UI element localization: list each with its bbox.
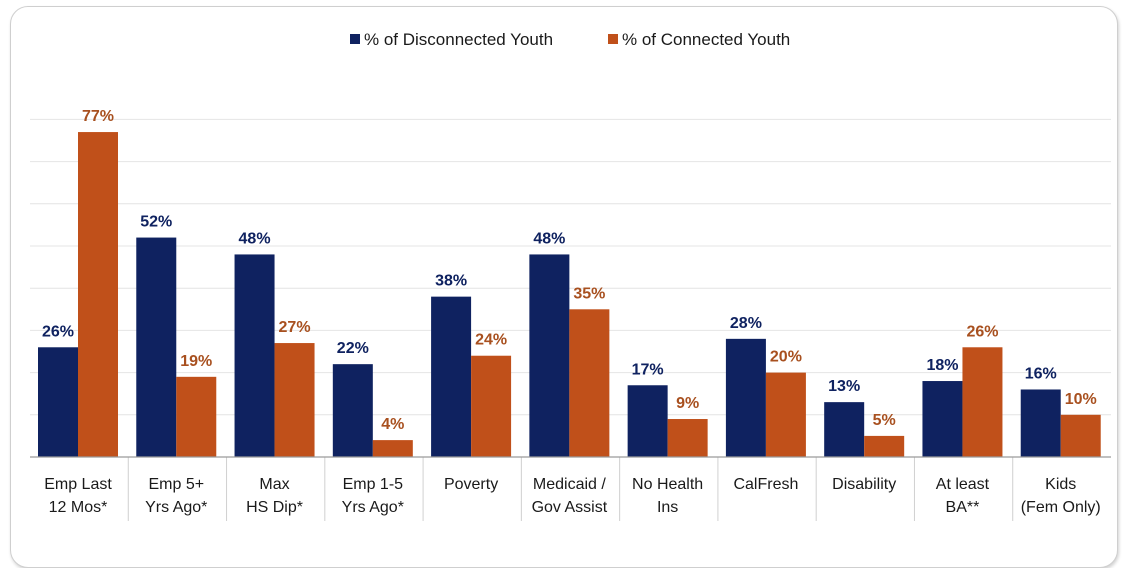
category-label: Emp 1-5 (343, 476, 404, 493)
bar (176, 376, 217, 457)
bar (765, 372, 806, 457)
data-label: 48% (533, 230, 565, 247)
data-label: 77% (82, 108, 114, 125)
legend-swatch (350, 34, 360, 44)
bar (1020, 389, 1061, 457)
category-label: No Health (632, 476, 703, 493)
category-label: BA** (946, 499, 980, 516)
legend-label: % of Disconnected Youth (364, 30, 553, 49)
bar (431, 296, 472, 457)
data-label: 38% (435, 273, 467, 290)
bar (332, 364, 373, 457)
data-label: 26% (42, 323, 74, 340)
data-label: 17% (632, 361, 664, 378)
category-label: 12 Mos* (49, 499, 108, 516)
bar (824, 402, 865, 457)
data-label: 28% (730, 315, 762, 332)
bar (1060, 414, 1101, 457)
data-label: 27% (279, 319, 311, 336)
category-label: Disability (832, 476, 896, 493)
bar (569, 309, 610, 457)
category-label: Kids (1045, 476, 1076, 493)
bar (864, 435, 905, 457)
data-label: 26% (966, 323, 998, 340)
bar (627, 385, 668, 457)
bar-chart: 26% 77% 52% 19% 48% 27% 22% 4% 38% 24% 48% 35% 17% 9%… (30, 30, 1111, 521)
data-label: 20% (770, 349, 802, 366)
data-label: 22% (337, 340, 369, 357)
bar (78, 132, 118, 457)
data-label: 9% (676, 395, 699, 412)
data-label: 52% (140, 214, 172, 231)
bar (274, 343, 315, 457)
category-label: Medicaid / (533, 476, 606, 493)
category-label: Poverty (444, 476, 498, 493)
data-label: 10% (1065, 391, 1097, 408)
data-label: 48% (239, 230, 271, 247)
data-label: 35% (573, 285, 605, 302)
bar (234, 254, 275, 457)
legend: % of Disconnected Youth % of Connected Yo… (350, 30, 790, 49)
data-label: 24% (475, 332, 507, 349)
category-label: HS Dip* (246, 499, 303, 516)
category-label: Ins (657, 499, 678, 516)
bar (471, 355, 512, 457)
category-label: Emp Last (44, 476, 112, 493)
bar (725, 338, 766, 457)
category-label: Yrs Ago* (145, 499, 207, 516)
data-label: 4% (381, 416, 404, 433)
bar (372, 440, 413, 457)
bar (136, 237, 177, 457)
category-label: Yrs Ago* (342, 499, 404, 516)
bar (962, 347, 1003, 457)
bar (667, 419, 708, 457)
data-label: 13% (828, 378, 860, 395)
legend-label: % of Connected Youth (622, 30, 790, 49)
category-label: At least (936, 476, 990, 493)
category-label: (Fem Only) (1021, 499, 1101, 516)
data-label: 16% (1025, 365, 1057, 382)
bar (922, 381, 963, 457)
bar (38, 347, 78, 457)
bar (529, 254, 570, 457)
x-axis: Emp Last 12 Mos* Emp 5+ Yrs Ago* Max HS Dip* E… (30, 456, 1111, 521)
legend-swatch (608, 34, 618, 44)
category-label: Max (259, 476, 289, 493)
bars (38, 132, 1101, 457)
category-label: Emp 5+ (148, 476, 204, 493)
category-label: CalFresh (733, 476, 798, 493)
data-label: 5% (873, 412, 896, 429)
data-label: 18% (926, 357, 958, 374)
data-labels: 26% 77% 52% 19% 48% 27% 22% 4% 38% 24% 48% 35% 17% 9%… (42, 108, 1097, 433)
data-label: 19% (180, 353, 212, 370)
category-label: Gov Assist (532, 499, 608, 516)
